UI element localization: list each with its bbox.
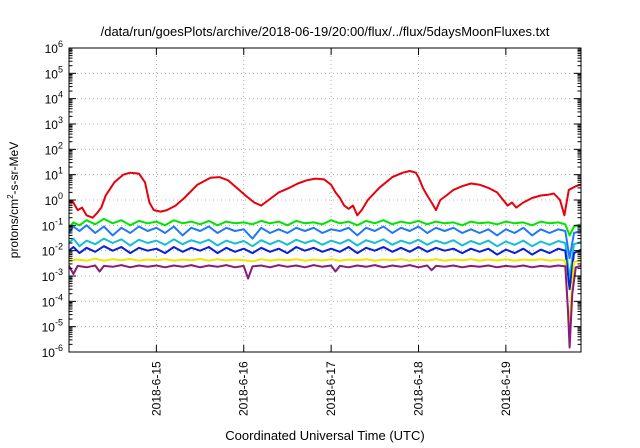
series-line-5 bbox=[68, 245, 582, 291]
x-tick-label: 2018-6-18 bbox=[411, 361, 425, 416]
y-tick-label: 103 bbox=[45, 115, 63, 132]
y-tick-label: 102 bbox=[45, 140, 63, 157]
x-axis-label: Coordinated Universal Time (UTC) bbox=[225, 428, 424, 443]
x-tick-label: 2018-6-19 bbox=[499, 361, 513, 416]
y-tick-label: 10-5 bbox=[42, 318, 63, 335]
series-line-4 bbox=[68, 237, 582, 280]
series-line-1 bbox=[69, 170, 582, 219]
series-line-2 bbox=[68, 217, 582, 237]
y-tick-label: 104 bbox=[45, 90, 63, 107]
y-tick-label: 100 bbox=[45, 191, 63, 208]
y-tick-label: 10-6 bbox=[42, 343, 63, 360]
y-tick-label: 101 bbox=[45, 166, 63, 183]
y-tick-label: 10-3 bbox=[42, 267, 63, 284]
y-axis-label: protons/cm2-s-sr-MeV bbox=[6, 142, 21, 258]
series-line-6 bbox=[68, 257, 582, 328]
y-tick-label: 105 bbox=[45, 64, 63, 81]
series-group bbox=[68, 170, 582, 349]
series-line-7 bbox=[68, 264, 582, 349]
y-tick-label: 10-1 bbox=[42, 216, 63, 233]
y-tick-label: 106 bbox=[45, 39, 63, 56]
x-tick-label: 2018-6-17 bbox=[324, 361, 338, 416]
x-tick-label: 2018-6-15 bbox=[149, 361, 163, 416]
y-tick-label: 10-4 bbox=[42, 292, 63, 309]
series-line-3 bbox=[68, 224, 582, 260]
x-tick-label: 2018-6-16 bbox=[237, 361, 251, 416]
y-tick-label: 10-2 bbox=[42, 242, 63, 259]
x-ticks: 2018-6-15 2018-6-16 2018-6-17 2018-6-18 2018… bbox=[149, 48, 513, 416]
y-ticks: 106 105 104 103 102 101 100 10-1 10-2 10-3 10-4 10-… bbox=[42, 39, 581, 360]
chart-title: /data/run/goesPlots/archive/2018-06-19/2… bbox=[101, 24, 550, 39]
